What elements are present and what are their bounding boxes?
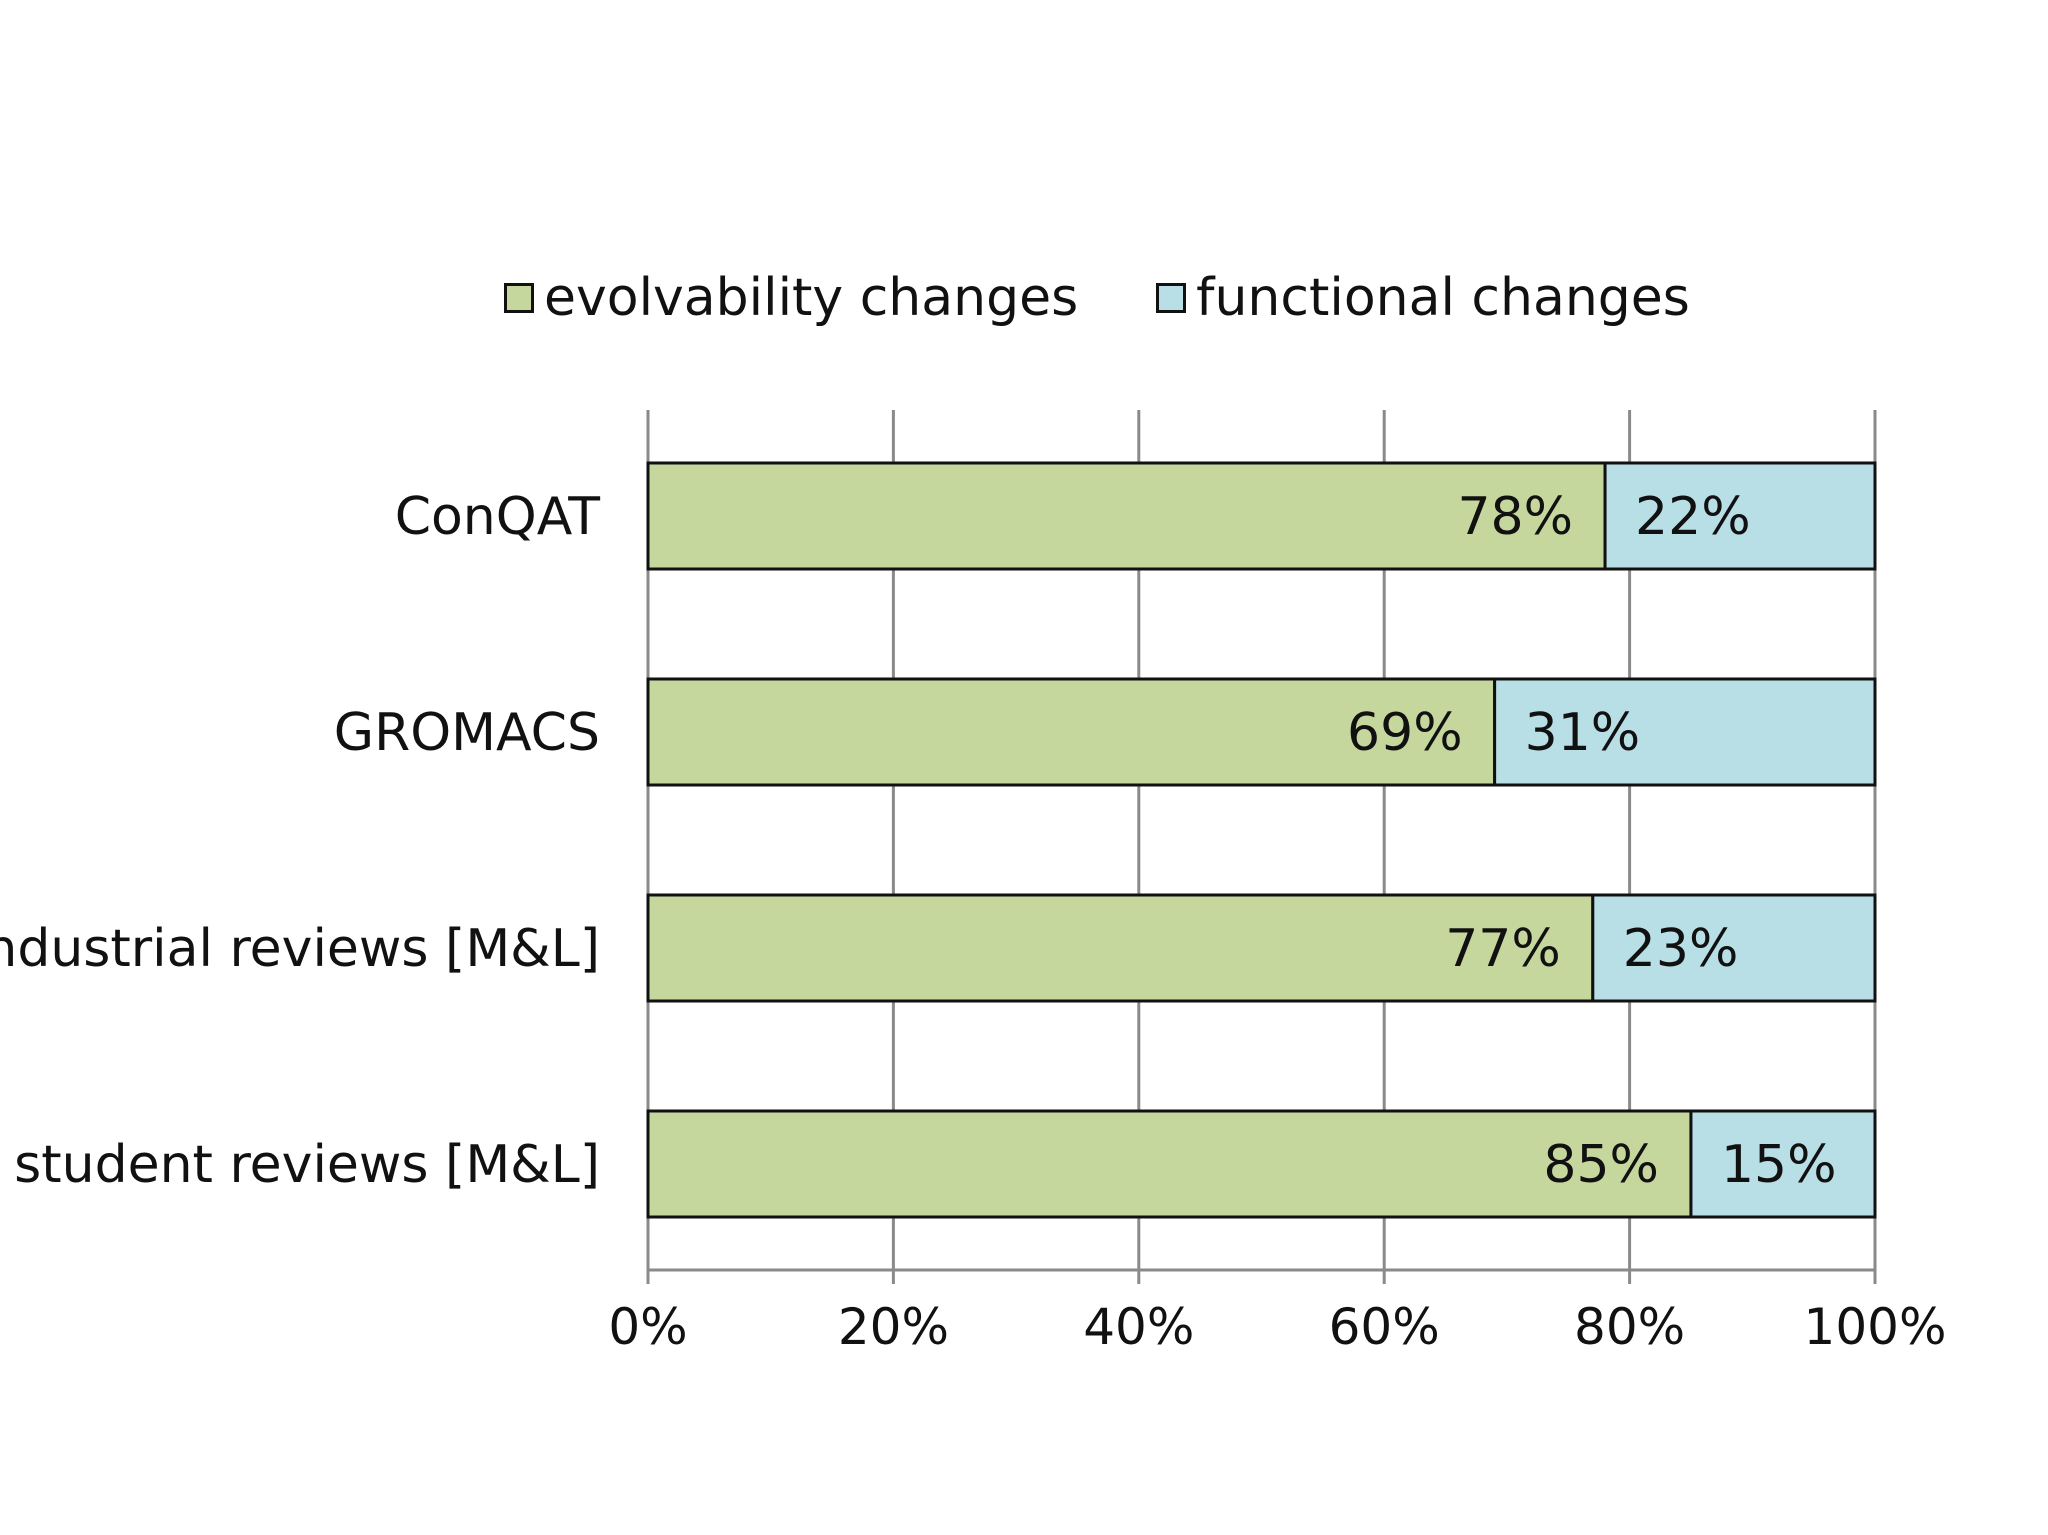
category-label-3: student reviews [M&L] [14,1135,600,1195]
data-label-evolvability-3: 85% [1543,1135,1659,1195]
category-label-1: GROMACS [334,703,600,763]
legend-label-evolvability: evolvability changes [544,268,1079,328]
data-label-functional-2: 23% [1623,919,1739,979]
x-tick-label-1: 20% [838,1298,949,1356]
legend-label-functional: functional changes [1196,268,1690,328]
x-tick-label-0: 0% [608,1298,687,1356]
bar-functional-0 [1603,461,1877,571]
data-label-evolvability-1: 69% [1347,703,1463,763]
bar-functional-3 [1689,1109,1877,1219]
x-tick-label-2: 40% [1083,1298,1194,1356]
bar-evolvability-3 [646,1109,1693,1219]
data-label-functional-0: 22% [1635,487,1751,547]
legend-item-evolvability: evolvability changes [504,268,1078,328]
category-label-2: industrial reviews [M&L] [0,919,600,979]
legend-swatch-functional [1156,283,1187,313]
bar-evolvability-0 [646,461,1607,571]
legend-swatch-evolvability [504,283,534,313]
legend: evolvability changes functional changes [504,268,1768,328]
bar-functional-2 [1591,893,1877,1003]
bar-functional-1 [1493,677,1877,787]
x-tick-label-3: 60% [1329,1298,1440,1356]
x-tick-label-4: 80% [1574,1298,1685,1356]
data-label-evolvability-0: 78% [1457,487,1573,547]
legend-item-functional: functional changes [1156,268,1690,328]
x-tick-label-5: 100% [1804,1298,1947,1356]
bar-evolvability-2 [646,893,1595,1003]
data-label-functional-3: 15% [1721,1135,1837,1195]
data-label-functional-1: 31% [1525,703,1641,763]
data-label-evolvability-2: 77% [1445,919,1561,979]
category-label-0: ConQAT [395,487,601,547]
bar-evolvability-1 [646,677,1497,787]
